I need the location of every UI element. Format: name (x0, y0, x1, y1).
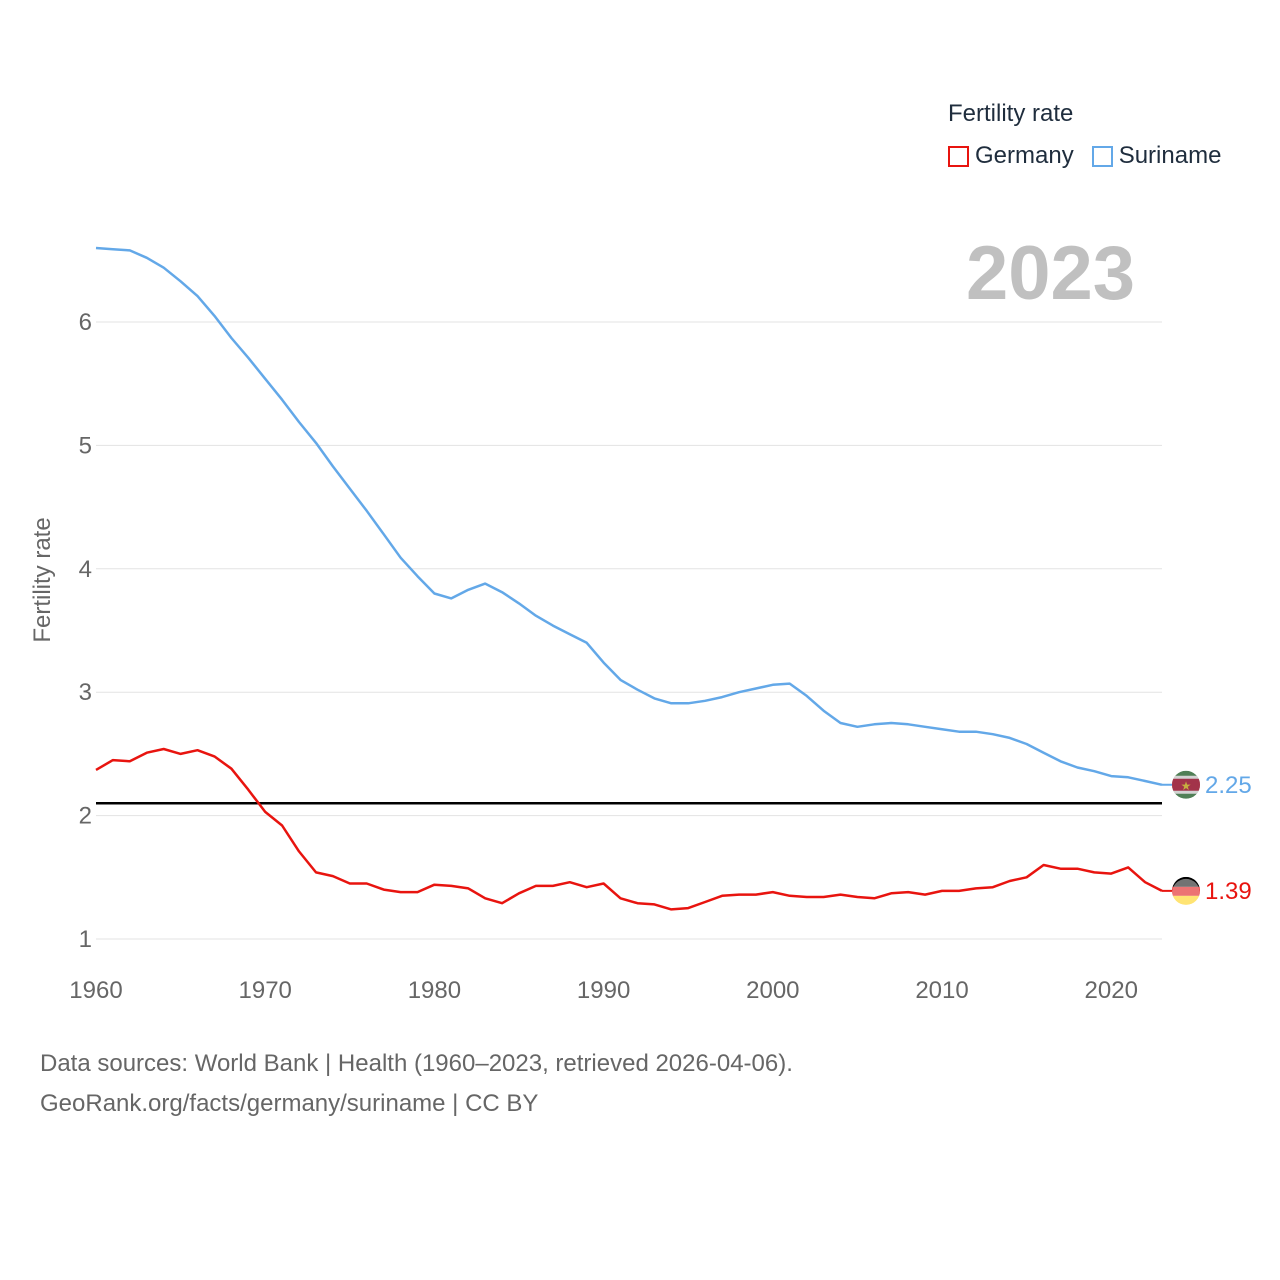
legend-swatch-suriname (1091, 145, 1113, 167)
y-tick-label: 5 (79, 432, 92, 459)
y-axis: 1 2 3 4 5 6 (79, 309, 92, 953)
y-tick-label: 6 (79, 309, 92, 336)
legend-item-germany[interactable]: Germany (948, 142, 1074, 170)
data-sources-text: Data sources: World Bank | Health (1960–… (40, 1050, 793, 1077)
series-group (95, 246, 1163, 911)
gridlines (96, 321, 1162, 940)
x-tick-label: 2010 (915, 977, 968, 1004)
end-markers: ★ 2.25 1.39 (1162, 770, 1252, 905)
series-line-suriname[interactable] (95, 246, 1163, 787)
end-value-label-suriname: 2.25 (1205, 772, 1252, 799)
y-tick-label: 2 (79, 803, 92, 830)
svg-text:★: ★ (1181, 779, 1192, 793)
y-axis-label: Fertility rate (29, 517, 56, 642)
end-value-label-germany: 1.39 (1205, 878, 1252, 905)
source-link[interactable]: GeoRank.org/facts/germany/suriname | CC … (40, 1090, 539, 1117)
x-tick-label: 1960 (69, 977, 122, 1004)
y-tick-label: 4 (79, 556, 92, 583)
y-tick-label: 3 (79, 679, 92, 706)
germany-flag-icon (1172, 876, 1200, 905)
series-line-germany[interactable] (95, 747, 1163, 911)
year-label: 2023 (966, 231, 1136, 316)
legend-title: Fertility rate (948, 100, 1074, 127)
x-tick-label: 1970 (239, 977, 292, 1004)
legend-label-germany: Germany (975, 142, 1074, 169)
x-tick-label: 1980 (408, 977, 461, 1004)
legend-label-suriname: Suriname (1118, 142, 1222, 169)
x-tick-label: 2000 (746, 977, 799, 1004)
x-tick-label: 1990 (577, 977, 630, 1004)
y-tick-label: 1 (79, 926, 92, 953)
legend-swatch-germany (948, 145, 969, 167)
legend: Germany Suriname (948, 142, 1239, 170)
suriname-flag-icon: ★ (1172, 770, 1200, 799)
legend-item-suriname[interactable]: Suriname (1091, 142, 1222, 170)
x-axis: 1960 1970 1980 1990 2000 2010 2020 (69, 977, 1138, 1004)
footer: Data sources: World Bank | Health (1960–… (40, 1044, 793, 1124)
x-tick-label: 2020 (1085, 977, 1138, 1004)
